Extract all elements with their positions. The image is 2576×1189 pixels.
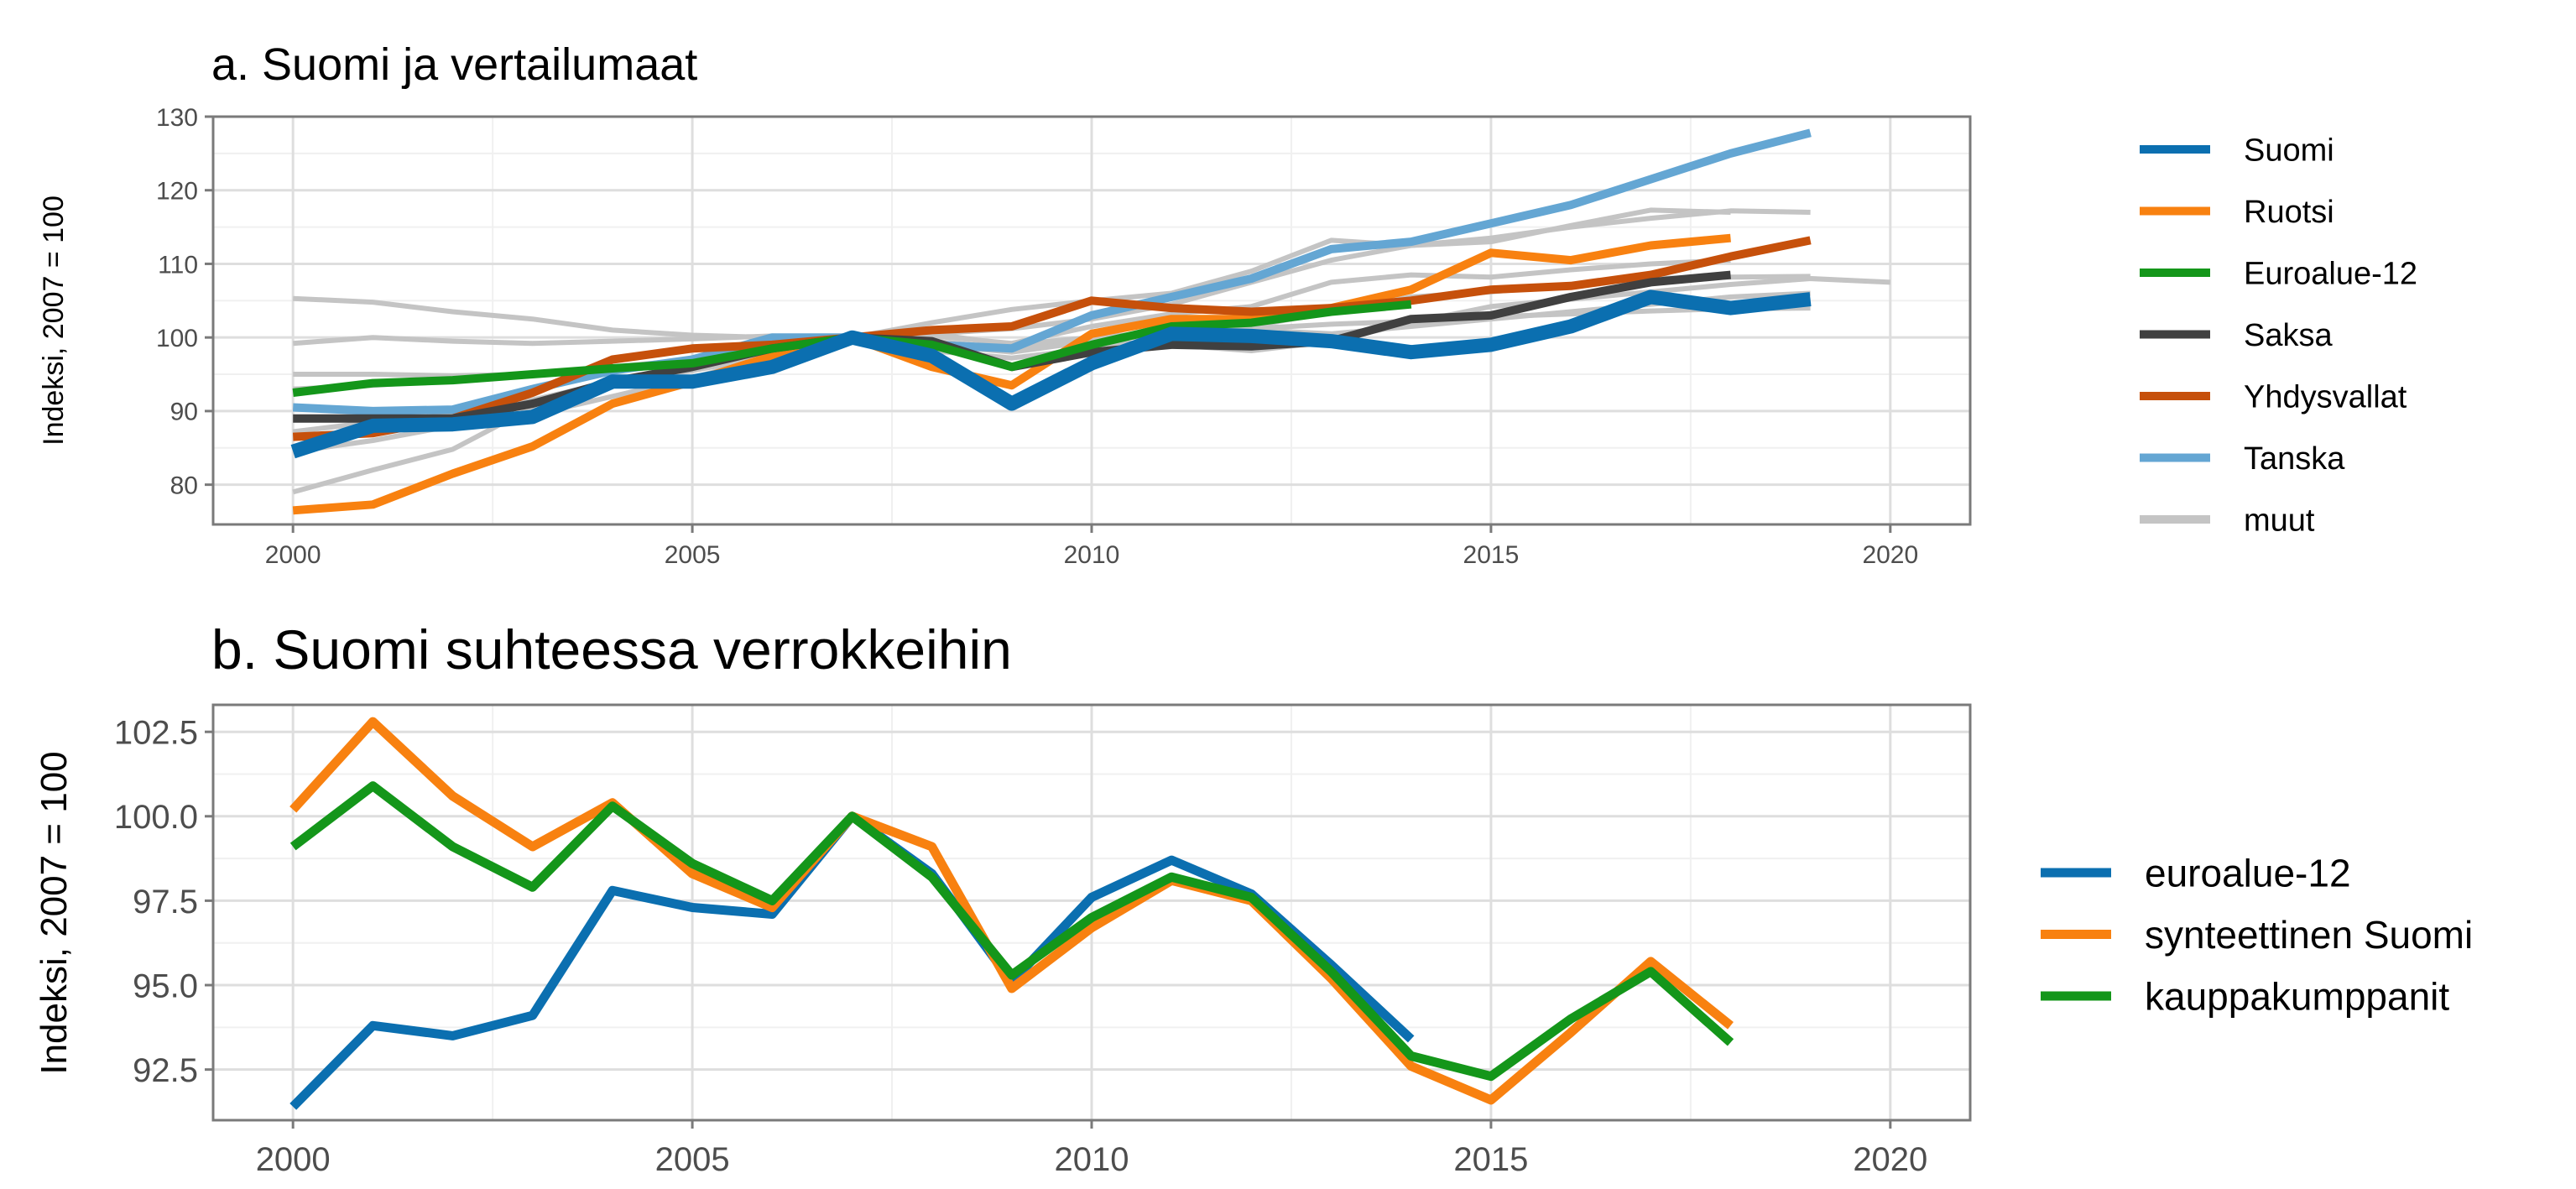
x-tick-label: 2000 xyxy=(256,1141,331,1178)
panel-a-y-axis: 80 90 100 110 120 130 xyxy=(156,104,213,499)
panel-b-title: b. Suomi suhteessa verrokkeihin xyxy=(211,618,1012,681)
legend-label-euroalue-12: Euroalue-12 xyxy=(2244,257,2417,292)
legend-label-muut: muut xyxy=(2244,503,2315,539)
panel-a-title: a. Suomi ja vertailumaat xyxy=(211,39,697,90)
x-tick-label: 2010 xyxy=(1055,1141,1129,1178)
panel-a-legend: Suomi Ruotsi Euroalue-12 Saksa Yhdysvallat Ta… xyxy=(2140,133,2417,539)
legend-label-euroalue-12: euroalue-12 xyxy=(2145,852,2351,895)
y-tick-label: 100.0 xyxy=(114,799,198,836)
legend-label-saksa: Saksa xyxy=(2244,318,2333,353)
x-tick-label: 2015 xyxy=(1453,1141,1528,1178)
x-tick-label: 2020 xyxy=(1853,1141,1927,1178)
panel-a-y-axis-label: Indeksi, 2007 = 100 xyxy=(38,196,70,446)
x-tick-label: 2005 xyxy=(655,1141,730,1178)
y-tick-label: 95.0 xyxy=(133,967,198,1004)
panel-a-x-axis: 2000 2005 2010 2015 2020 xyxy=(265,524,1918,569)
y-tick-label: 90 xyxy=(170,399,198,426)
legend-label-kauppakumppanit: kauppakumppanit xyxy=(2145,975,2449,1019)
synteettinen-suomi-series-line xyxy=(289,717,1734,1105)
panel-b-y-axis-label: Indeksi, 2007 = 100 xyxy=(34,751,75,1074)
y-tick-label: 110 xyxy=(158,251,198,279)
x-tick-label: 2010 xyxy=(1064,541,1120,569)
panel-b-x-axis: 2000 2005 2010 2015 2020 xyxy=(256,1120,1927,1178)
suomi-series-line xyxy=(290,289,1812,459)
legend-label-tanska: Tanska xyxy=(2244,441,2345,477)
panel-b-y-axis: 92.5 95.0 97.5 100.0 102.5 xyxy=(114,715,213,1089)
panel-b: b. Suomi suhteessa verrokkeihin 2000 2005… xyxy=(34,618,2473,1178)
legend-label-yhdysvallat: Yhdysvallat xyxy=(2244,380,2407,415)
yhdysvallat-series-line xyxy=(292,236,1812,441)
y-tick-label: 92.5 xyxy=(133,1052,198,1089)
y-tick-label: 102.5 xyxy=(114,715,198,752)
y-tick-label: 80 xyxy=(170,472,198,499)
panel-a: a. Suomi ja vertailumaat 2000 2005 2010 201… xyxy=(38,39,2417,569)
legend-label-ruotsi: Ruotsi xyxy=(2244,195,2334,230)
ruotsi-series-line xyxy=(292,233,1731,515)
kauppakumppanit-series-line xyxy=(289,781,1734,1082)
panel-b-series-lines xyxy=(289,717,1734,1110)
y-tick-label: 97.5 xyxy=(133,884,198,920)
y-tick-label: 100 xyxy=(156,325,198,352)
panel-b-legend: euroalue-12 synteettinen Suomi kauppakumpp… xyxy=(2041,852,2473,1019)
x-tick-label: 2000 xyxy=(265,541,321,569)
legend-label-synteettinen-suomi: synteettinen Suomi xyxy=(2145,913,2473,957)
y-tick-label: 130 xyxy=(156,104,198,132)
x-tick-label: 2020 xyxy=(1862,541,1918,569)
y-tick-label: 120 xyxy=(156,178,198,206)
x-tick-label: 2005 xyxy=(665,541,721,569)
x-tick-label: 2015 xyxy=(1463,541,1520,569)
legend-label-suomi: Suomi xyxy=(2244,133,2334,169)
panel-a-series-lines xyxy=(290,128,1812,515)
